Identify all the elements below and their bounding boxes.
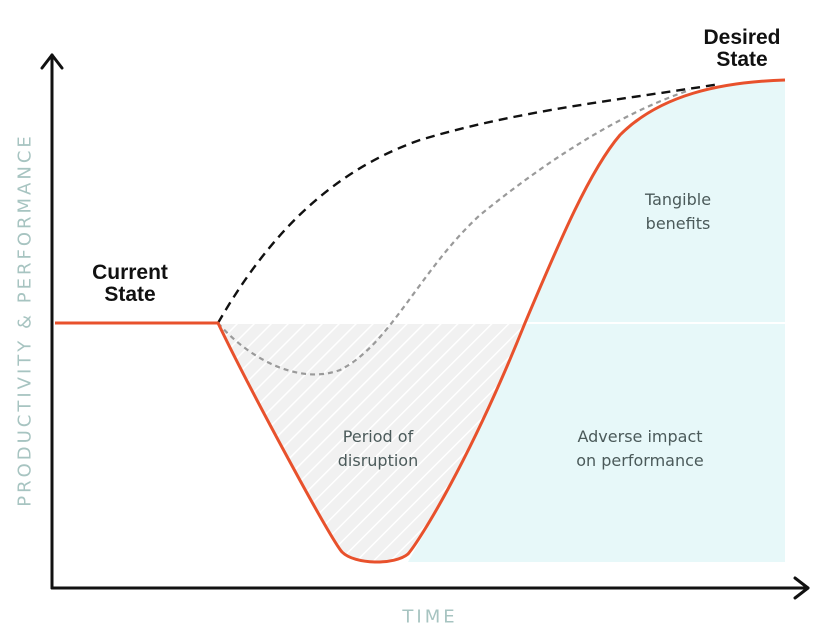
y-axis-arrow [40,53,64,70]
period-of-disruption-label: Period of disruption [338,425,418,473]
axes [40,53,810,600]
x-axis-arrow [793,576,810,600]
current-state-line-2: State [104,283,156,306]
tangible-benefits-line-2: benefits [645,214,711,233]
ideal-path [216,82,721,324]
performance-curve [55,78,786,564]
period-of-disruption-line-2: disruption [337,451,419,470]
tangible-benefits-line-1: Tangible [644,190,712,209]
period-of-disruption-line-1: Period of [342,427,414,446]
adverse-impact-label: Adverse impact on performance [576,425,703,473]
current-state-label: Current State [92,262,168,306]
desired-state-line-2: State [716,48,768,71]
benefit-area [408,80,785,562]
disruption-area [218,323,525,563]
tangible-benefits-label: Tangible benefits [645,188,711,236]
y-axis-title: PRODUCTIVITY & PERFORMANCE [14,133,36,507]
expected-path [217,88,691,376]
desired-state-label: Desired State [703,27,780,71]
adverse-impact-line-2: on performance [576,451,704,470]
current-state-line-1: Current [92,261,168,284]
desired-state-line-1: Desired [703,26,781,49]
adverse-impact-line-1: Adverse impact [577,427,703,446]
x-axis-title: TIME [402,606,458,628]
